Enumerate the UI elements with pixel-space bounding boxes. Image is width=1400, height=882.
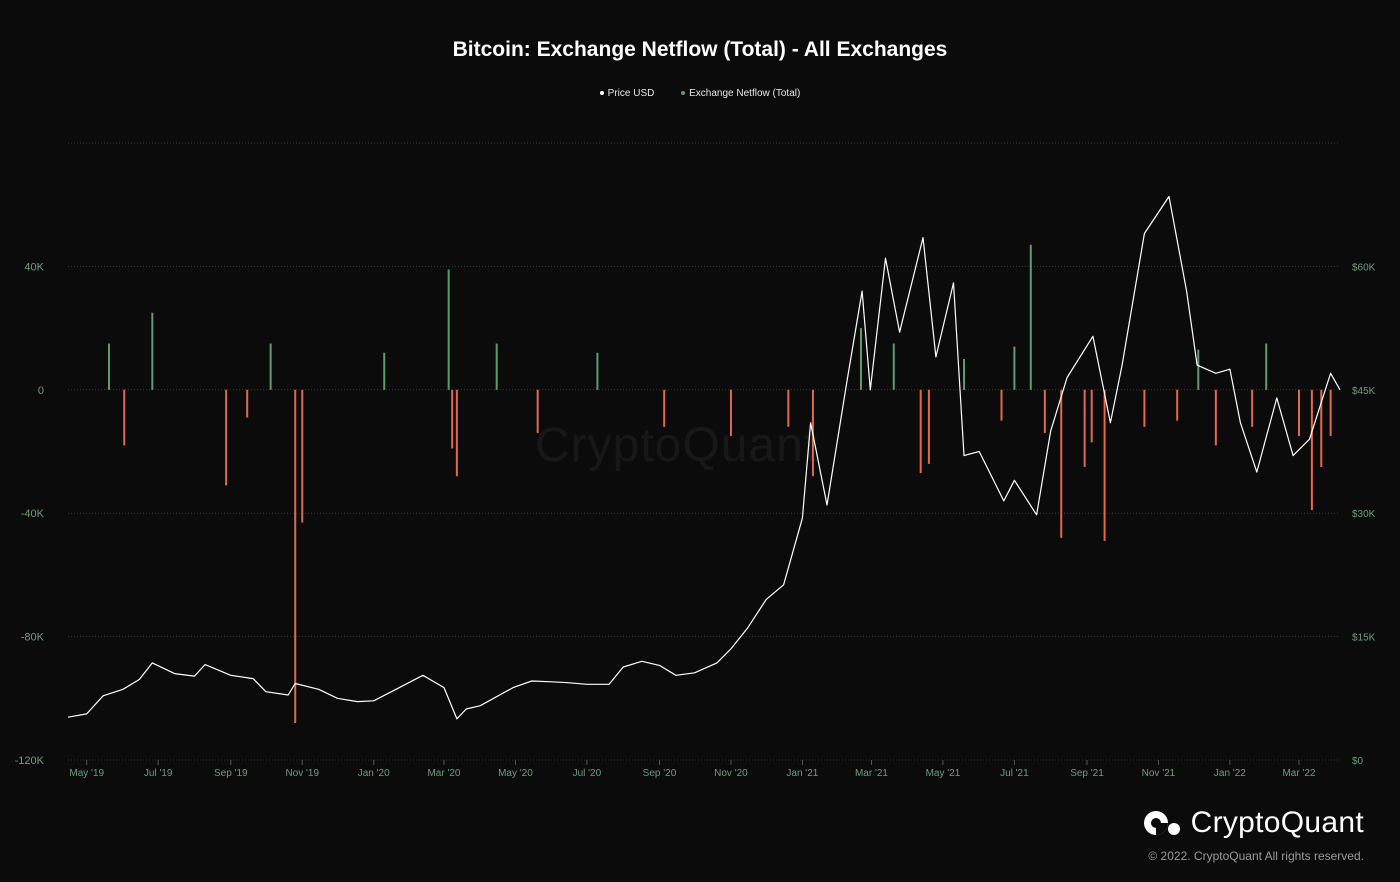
netflow-bar (451, 389, 454, 449)
netflow-bar (301, 389, 304, 523)
chart-title: Bitcoin: Exchange Netflow (Total) - All … (452, 38, 948, 61)
netflow-bar (729, 389, 732, 437)
netflow-bar (963, 358, 966, 390)
netflow-bar (1310, 389, 1313, 511)
netflow-bar (1083, 389, 1086, 467)
netflow-bar (1320, 389, 1323, 467)
netflow-bar (455, 389, 458, 477)
x-tick-label: Nov '19 (285, 768, 319, 779)
legend-label-netflow: Exchange Netflow (Total) (689, 88, 801, 99)
x-tick-label: Sep '20 (643, 768, 677, 779)
netflow-bar (151, 312, 154, 390)
x-tick-label: Mar '21 (855, 768, 888, 779)
legend-label-price: Price USD (607, 88, 655, 99)
netflow-bar (1214, 389, 1217, 446)
price-line-layer (67, 195, 1341, 720)
legend-item-price[interactable]: Price USD (599, 88, 655, 99)
netflow-bar (787, 389, 790, 427)
netflow-bars (107, 244, 1332, 723)
legend-swatch-netflow (681, 91, 686, 96)
netflow-bar (246, 389, 249, 418)
netflow-bar (447, 269, 450, 390)
x-tick-label: Mar '20 (427, 768, 460, 779)
netflow-bar (495, 343, 498, 390)
y-right-tick-label: $15K (1352, 633, 1376, 644)
y-right-tick-label: $45K (1352, 386, 1376, 397)
x-tick-label: May '20 (498, 768, 533, 779)
netflow-bar (1060, 389, 1063, 538)
netflow-bar (1029, 244, 1032, 390)
netflow-bar (1197, 349, 1200, 390)
netflow-bar (1265, 343, 1268, 390)
x-tick-label: May '19 (69, 768, 104, 779)
brand-logo: CryptoQuant (1143, 806, 1364, 840)
y-left-tick-label: 40K (24, 261, 44, 273)
netflow-bar (892, 343, 895, 390)
netflow-bar (225, 389, 228, 486)
y-left-tick-label: 0 (38, 385, 44, 397)
netflow-bar (859, 328, 862, 390)
x-tick-label: Sep '19 (214, 768, 248, 779)
y-right-tick-label: $0 (1352, 756, 1364, 767)
netflow-bar (123, 389, 126, 446)
netflow-bar (1176, 389, 1179, 421)
x-tick-label: May '21 (926, 768, 961, 779)
x-tick-label: Mar '22 (1282, 768, 1315, 779)
x-tick-label: Jan '20 (358, 768, 390, 779)
x-tick-label: Nov '21 (1142, 768, 1176, 779)
axis-ticks: -120K -80K -40K 0 40K $0 $15K $30K $45K $60K May '… (15, 261, 1376, 779)
netflow-bar (536, 389, 539, 433)
copyright-text: © 2022. CryptoQuant All rights reserved. (1148, 849, 1364, 863)
x-tick-label: Jan '22 (1214, 768, 1246, 779)
x-tick-label: Jul '19 (144, 768, 173, 779)
chart-legend: Price USD Exchange Netflow (Total) (0, 88, 1400, 99)
legend-item-netflow[interactable]: Exchange Netflow (Total) (681, 88, 800, 99)
netflow-bar (1013, 346, 1016, 390)
brand-name: CryptoQuant (1190, 806, 1364, 839)
cryptoquant-logo-icon (1143, 811, 1180, 835)
netflow-bar (596, 352, 599, 390)
netflow-bar (663, 389, 666, 427)
netflow-bar (1043, 389, 1046, 433)
y-right-tick-label: $30K (1352, 509, 1376, 520)
x-tick-label: Nov '20 (714, 768, 748, 779)
netflow-bar (294, 389, 297, 723)
netflow-bar (927, 389, 930, 464)
netflow-bar (1298, 389, 1301, 437)
watermark: CryptoQuant (535, 419, 819, 472)
x-tick-label: Jan '21 (786, 768, 818, 779)
netflow-bar (1251, 389, 1254, 427)
x-tick-label: Jul '21 (1000, 768, 1029, 779)
netflow-bar (383, 352, 386, 390)
y-left-tick-label: -120K (15, 755, 45, 767)
netflow-bar (1103, 389, 1106, 541)
netflow-bar (1143, 389, 1146, 427)
x-tick-label: Jul '20 (573, 768, 602, 779)
netflow-bar (1329, 389, 1332, 437)
legend-swatch-price (599, 91, 604, 96)
netflow-bar (919, 389, 922, 474)
price-line (67, 195, 1341, 720)
y-left-tick-label: -80K (21, 632, 45, 644)
y-right-tick-label: $60K (1352, 262, 1376, 273)
netflow-bar (107, 343, 110, 390)
y-left-tick-label: -40K (21, 508, 45, 520)
x-tick-label: Sep '21 (1070, 768, 1104, 779)
grid-lines (68, 142, 1340, 761)
netflow-bar (269, 343, 272, 390)
netflow-bar (1000, 389, 1003, 421)
netflow-bar (1090, 389, 1093, 443)
